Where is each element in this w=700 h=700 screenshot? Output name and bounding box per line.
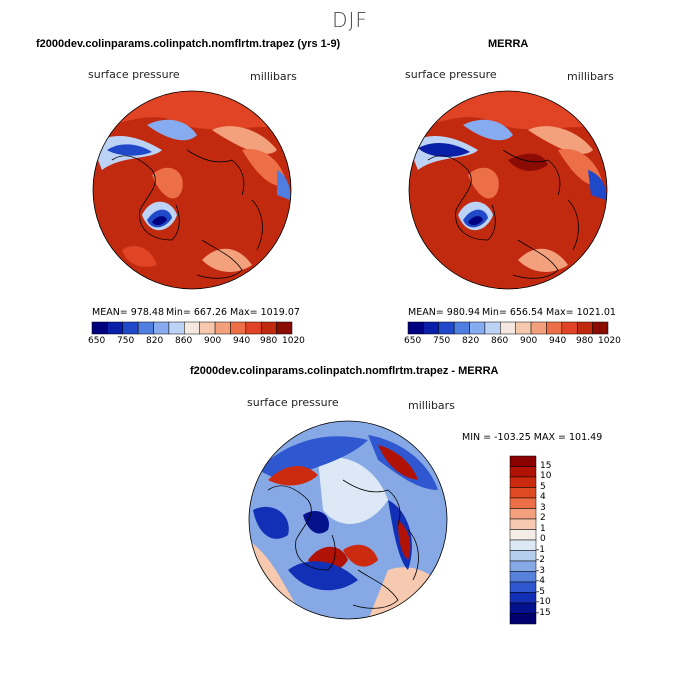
colorbar-swatch: [214, 321, 231, 335]
diff-colorbar-swatch: [509, 466, 537, 478]
diff-panel-map: [248, 420, 448, 620]
diff-colorbar-label: 4: [540, 492, 546, 502]
panel-2-colorbar: [407, 321, 609, 335]
diff-colorbar-swatch: [509, 539, 537, 551]
panel-2-mean: MEAN= 980.94: [408, 307, 481, 318]
diff-colorbar-swatch: [509, 581, 537, 593]
colorbar-swatch: [199, 321, 216, 335]
panel-1-max: Max= 1019.07: [230, 307, 300, 318]
diff-colorbar-swatch: [509, 560, 537, 572]
colorbar-swatch: [230, 321, 247, 335]
diff-colorbar-label: -4: [536, 576, 545, 586]
colorbar-swatch: [469, 321, 486, 335]
colorbar-2-tick: 650: [404, 336, 422, 346]
diff-colorbar-label: -2: [536, 555, 545, 565]
diff-colorbar-label: -15: [536, 608, 551, 618]
panel-2-max: Max= 1021.01: [546, 307, 616, 318]
diff-colorbar-label: -10: [536, 597, 551, 607]
colorbar-2-tick: 1020: [598, 336, 621, 346]
colorbar-swatch: [260, 321, 277, 335]
colorbar-2-tick: 940: [549, 336, 567, 346]
diff-colorbar-swatch: [509, 508, 537, 520]
colorbar-swatch: [168, 321, 185, 335]
colorbar-swatch: [137, 321, 154, 335]
panel-1-min: Min= 667.26: [166, 307, 228, 318]
panel-1-variable-label: surface pressure: [88, 68, 180, 81]
colorbar-swatch: [122, 321, 139, 335]
colorbar-2-tick: 980: [576, 336, 594, 346]
panel-2-map: [408, 90, 608, 290]
diff-colorbar-label: 10: [540, 471, 552, 481]
colorbar-1-tick: 860: [175, 336, 193, 346]
season-title: DJF: [332, 8, 368, 32]
colorbar-1-tick: 940: [233, 336, 251, 346]
colorbar-1-tick: 900: [204, 336, 222, 346]
diff-colorbar-label: -3: [536, 566, 545, 576]
diff-colorbar: [509, 455, 537, 625]
diff-colorbar-label: -1: [536, 545, 545, 555]
colorbar-swatch: [515, 321, 532, 335]
colorbar-swatch: [276, 321, 293, 335]
colorbar-2-tick: 820: [462, 336, 480, 346]
diff-colorbar-label: 5: [540, 482, 546, 492]
colorbar-1-tick: 650: [88, 336, 106, 346]
panel-1-units-label: millibars: [250, 70, 297, 83]
diff-panel-minmax: MIN = -103.25 MAX = 101.49: [462, 432, 603, 443]
colorbar-swatch: [453, 321, 470, 335]
diff-colorbar-swatch: [509, 613, 537, 625]
diff-colorbar-swatch: [509, 602, 537, 614]
diff-colorbar-swatch: [509, 592, 537, 604]
diff-panel-variable-label: surface pressure: [247, 396, 339, 409]
panel-2-title: MERRA: [488, 38, 529, 50]
diff-colorbar-swatch: [509, 550, 537, 562]
colorbar-1-tick: 750: [117, 336, 135, 346]
panel-2-min: Min= 656.54: [482, 307, 544, 318]
diff-colorbar-swatch: [509, 518, 537, 530]
diff-colorbar-swatch: [509, 571, 537, 583]
colorbar-2-tick: 860: [491, 336, 509, 346]
colorbar-swatch: [153, 321, 170, 335]
colorbar-swatch: [592, 321, 609, 335]
diff-colorbar-swatch: [509, 529, 537, 541]
colorbar-1-tick: 1020: [282, 336, 305, 346]
diff-colorbar-label: 1: [540, 524, 546, 534]
colorbar-swatch: [107, 321, 124, 335]
colorbar-swatch: [561, 321, 578, 335]
diff-colorbar-label: 3: [540, 503, 546, 513]
colorbar-swatch: [423, 321, 440, 335]
diff-colorbar-labels: 15 10 5 4 3 2 1 0 -1 -2 -3 -4 -5 -10 -15: [536, 456, 580, 624]
panel-2-units-label: millibars: [567, 70, 614, 83]
diff-colorbar-label: 15: [540, 461, 552, 471]
panel-1-mean: MEAN= 978.48: [92, 307, 165, 318]
colorbar-2-tick: 900: [520, 336, 538, 346]
diff-panel-title: f2000dev.colinparams.colinpatch.nomflrtm…: [190, 365, 499, 377]
colorbar-swatch: [484, 321, 501, 335]
colorbar-swatch: [438, 321, 455, 335]
diff-colorbar-swatch: [509, 487, 537, 499]
panel-1-map: [92, 90, 292, 290]
diff-colorbar-label: 0: [540, 534, 546, 544]
colorbar-1-tick: 820: [146, 336, 164, 346]
colorbar-swatch: [245, 321, 262, 335]
diff-colorbar-swatch: [509, 476, 537, 488]
colorbar-swatch: [546, 321, 563, 335]
diff-panel-units-label: millibars: [408, 399, 455, 412]
diff-colorbar-label: 2: [540, 513, 546, 523]
colorbar-swatch: [530, 321, 547, 335]
colorbar-swatch: [184, 321, 200, 335]
panel-2-variable-label: surface pressure: [405, 68, 497, 81]
diff-colorbar-swatch: [509, 497, 537, 509]
diff-colorbar-label: -5: [536, 587, 545, 597]
colorbar-swatch: [500, 321, 516, 335]
panel-1-colorbar: [91, 321, 293, 335]
colorbar-swatch: [91, 321, 108, 335]
diff-colorbar-swatch: [509, 455, 537, 467]
colorbar-swatch: [576, 321, 593, 335]
panel-1-title: f2000dev.colinparams.colinpatch.nomflrtm…: [36, 38, 341, 50]
colorbar-swatch: [407, 321, 424, 335]
colorbar-1-tick: 980: [260, 336, 278, 346]
colorbar-2-tick: 750: [433, 336, 451, 346]
